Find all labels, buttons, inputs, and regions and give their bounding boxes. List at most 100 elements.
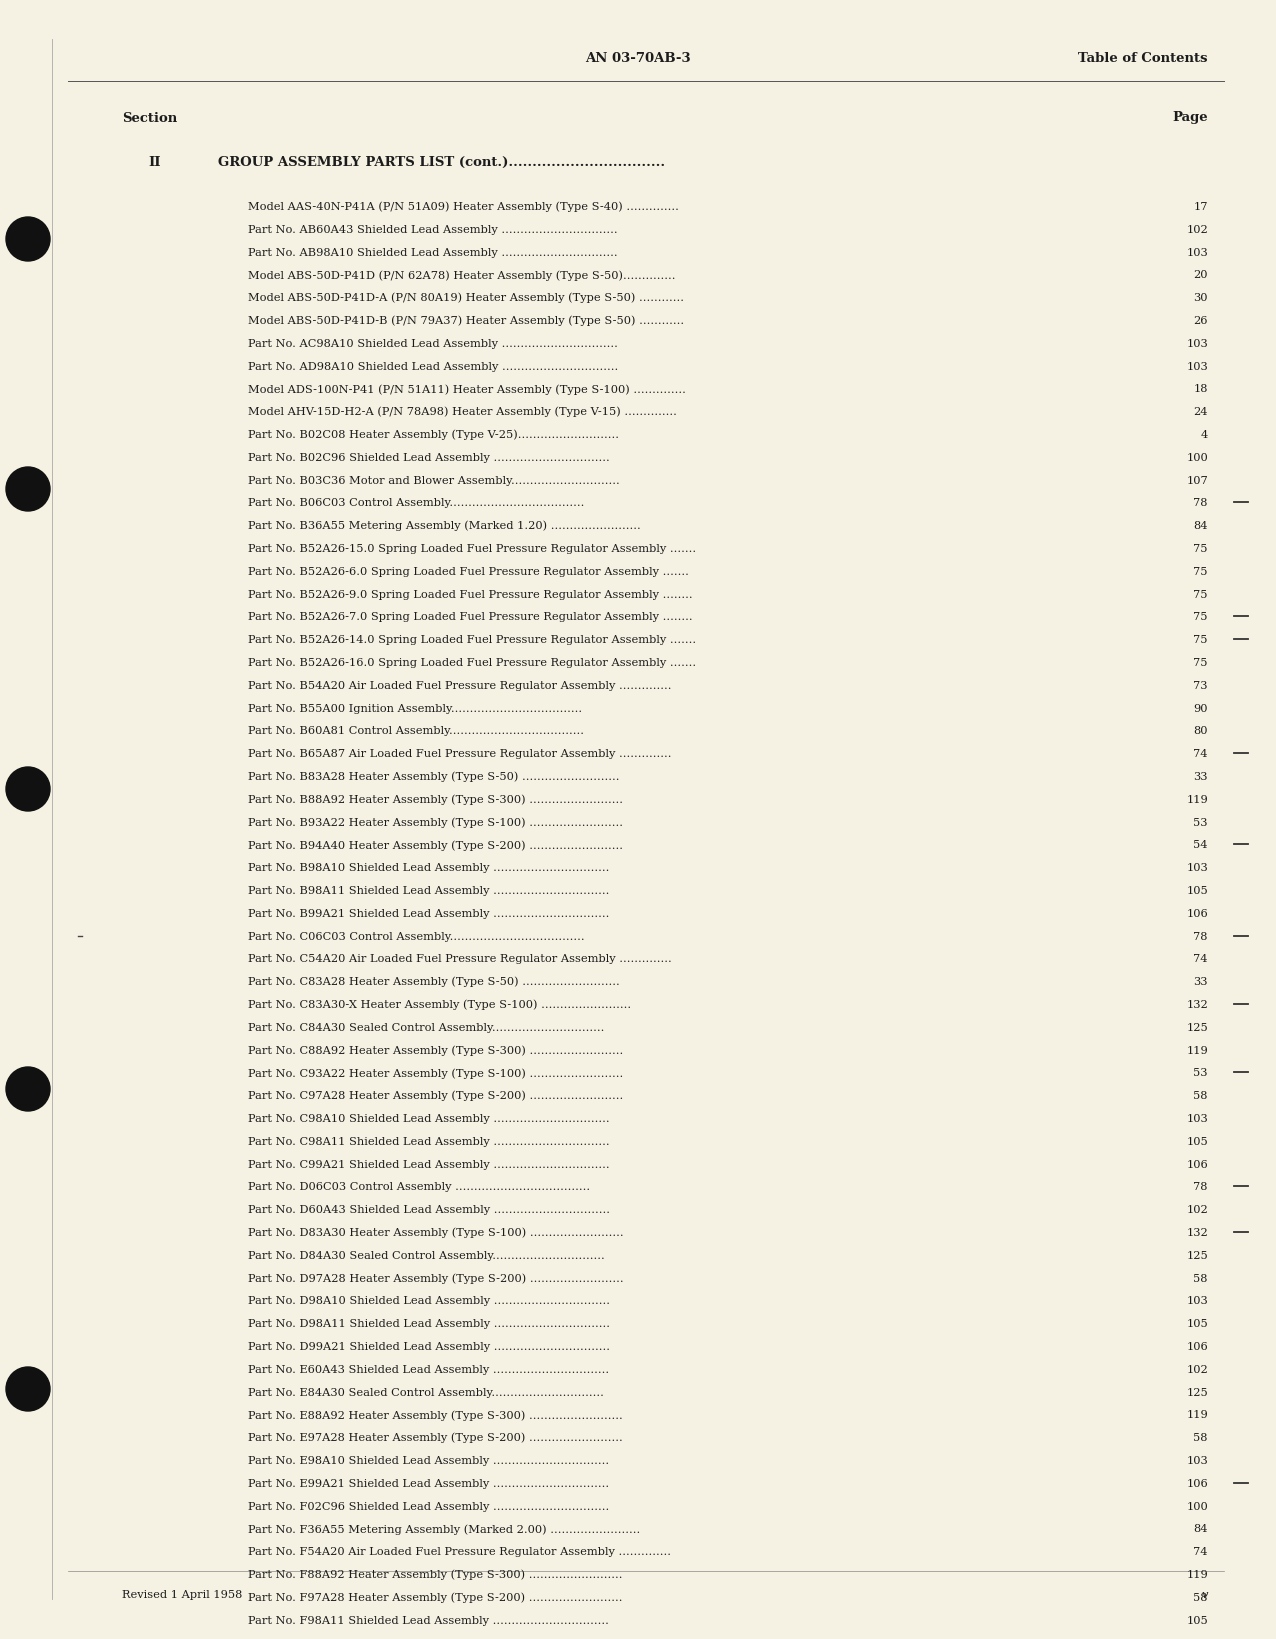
- Text: Model ABS-50D-P41D (P/N 62A78) Heater Assembly (Type S-50)..............: Model ABS-50D-P41D (P/N 62A78) Heater As…: [248, 270, 675, 280]
- Text: Revised 1 April 1958: Revised 1 April 1958: [122, 1590, 242, 1600]
- Text: Part No. E88A92 Heater Assembly (Type S-300) .........................: Part No. E88A92 Heater Assembly (Type S-…: [248, 1410, 623, 1419]
- Text: Part No. B99A21 Shielded Lead Assembly ...............................: Part No. B99A21 Shielded Lead Assembly .…: [248, 908, 610, 918]
- Text: GROUP ASSEMBLY PARTS LIST (cont.).................................: GROUP ASSEMBLY PARTS LIST (cont.).......…: [218, 156, 665, 169]
- Text: 105: 105: [1187, 1614, 1208, 1624]
- Text: 84: 84: [1193, 1524, 1208, 1534]
- Text: Part No. C93A22 Heater Assembly (Type S-100) .........................: Part No. C93A22 Heater Assembly (Type S-…: [248, 1067, 623, 1078]
- Text: Part No. B52A26-15.0 Spring Loaded Fuel Pressure Regulator Assembly .......: Part No. B52A26-15.0 Spring Loaded Fuel …: [248, 544, 697, 554]
- Text: Part No. B06C03 Control Assembly....................................: Part No. B06C03 Control Assembly........…: [248, 498, 584, 508]
- Text: Part No. D99A21 Shielded Lead Assembly ...............................: Part No. D99A21 Shielded Lead Assembly .…: [248, 1341, 610, 1351]
- Text: 103: 103: [1187, 862, 1208, 872]
- Text: 53: 53: [1193, 1067, 1208, 1078]
- Text: Part No. AC98A10 Shielded Lead Assembly ...............................: Part No. AC98A10 Shielded Lead Assembly …: [248, 339, 618, 349]
- Text: Part No. B98A11 Shielded Lead Assembly ...............................: Part No. B98A11 Shielded Lead Assembly .…: [248, 885, 610, 895]
- Text: 58: 58: [1193, 1090, 1208, 1100]
- Text: Model ADS-100N-P41 (P/N 51A11) Heater Assembly (Type S-100) ..............: Model ADS-100N-P41 (P/N 51A11) Heater As…: [248, 384, 686, 395]
- Text: Part No. D60A43 Shielded Lead Assembly ...............................: Part No. D60A43 Shielded Lead Assembly .…: [248, 1205, 610, 1214]
- Text: 103: 103: [1187, 1295, 1208, 1306]
- Text: Part No. B60A81 Control Assembly....................................: Part No. B60A81 Control Assembly........…: [248, 726, 584, 736]
- Text: Part No. C54A20 Air Loaded Fuel Pressure Regulator Assembly ..............: Part No. C54A20 Air Loaded Fuel Pressure…: [248, 954, 671, 964]
- Text: 74: 74: [1193, 1546, 1208, 1557]
- Text: Part No. B02C96 Shielded Lead Assembly ...............................: Part No. B02C96 Shielded Lead Assembly .…: [248, 452, 610, 462]
- Text: Model ABS-50D-P41D-B (P/N 79A37) Heater Assembly (Type S-50) ............: Model ABS-50D-P41D-B (P/N 79A37) Heater …: [248, 316, 684, 326]
- Text: 106: 106: [1187, 1341, 1208, 1351]
- Text: 103: 103: [1187, 247, 1208, 257]
- Text: Part No. AB60A43 Shielded Lead Assembly ...............................: Part No. AB60A43 Shielded Lead Assembly …: [248, 225, 618, 234]
- Text: Part No. C83A28 Heater Assembly (Type S-50) ..........................: Part No. C83A28 Heater Assembly (Type S-…: [248, 977, 620, 987]
- Text: Part No. B52A26-6.0 Spring Loaded Fuel Pressure Regulator Assembly .......: Part No. B52A26-6.0 Spring Loaded Fuel P…: [248, 567, 689, 577]
- Text: 103: 103: [1187, 361, 1208, 372]
- Text: 84: 84: [1193, 521, 1208, 531]
- Text: 105: 105: [1187, 1136, 1208, 1146]
- Text: 78: 78: [1193, 498, 1208, 508]
- Text: Part No. E99A21 Shielded Lead Assembly ...............................: Part No. E99A21 Shielded Lead Assembly .…: [248, 1478, 609, 1488]
- Text: 90: 90: [1193, 703, 1208, 713]
- Text: Part No. B93A22 Heater Assembly (Type S-100) .........................: Part No. B93A22 Heater Assembly (Type S-…: [248, 816, 623, 828]
- Text: Part No. C06C03 Control Assembly....................................: Part No. C06C03 Control Assembly........…: [248, 931, 584, 941]
- Text: 103: 103: [1187, 339, 1208, 349]
- Text: Part No. C98A11 Shielded Lead Assembly ...............................: Part No. C98A11 Shielded Lead Assembly .…: [248, 1136, 610, 1146]
- Text: 106: 106: [1187, 1478, 1208, 1488]
- Text: Part No. F54A20 Air Loaded Fuel Pressure Regulator Assembly ..............: Part No. F54A20 Air Loaded Fuel Pressure…: [248, 1546, 671, 1557]
- Text: 125: 125: [1187, 1023, 1208, 1033]
- Text: Part No. F98A11 Shielded Lead Assembly ...............................: Part No. F98A11 Shielded Lead Assembly .…: [248, 1614, 609, 1624]
- Text: 78: 78: [1193, 1182, 1208, 1192]
- Text: Table of Contents: Table of Contents: [1078, 51, 1208, 64]
- Text: 102: 102: [1187, 1205, 1208, 1214]
- Text: Part No. F97A28 Heater Assembly (Type S-200) .........................: Part No. F97A28 Heater Assembly (Type S-…: [248, 1591, 623, 1601]
- Text: Model AAS-40N-P41A (P/N 51A09) Heater Assembly (Type S-40) ..............: Model AAS-40N-P41A (P/N 51A09) Heater As…: [248, 202, 679, 211]
- Circle shape: [6, 1367, 50, 1411]
- Text: Part No. B55A00 Ignition Assembly...................................: Part No. B55A00 Ignition Assembly.......…: [248, 703, 582, 713]
- Text: 107: 107: [1187, 475, 1208, 485]
- Circle shape: [6, 1067, 50, 1111]
- Text: 125: 125: [1187, 1387, 1208, 1396]
- Text: Part No. C99A21 Shielded Lead Assembly ...............................: Part No. C99A21 Shielded Lead Assembly .…: [248, 1159, 610, 1169]
- Text: Part No. D06C03 Control Assembly ....................................: Part No. D06C03 Control Assembly .......…: [248, 1182, 590, 1192]
- Text: Section: Section: [122, 111, 177, 125]
- Text: 18: 18: [1193, 384, 1208, 393]
- Text: Part No. C84A30 Sealed Control Assembly..............................: Part No. C84A30 Sealed Control Assembly.…: [248, 1023, 605, 1033]
- Text: Part No. B52A26-9.0 Spring Loaded Fuel Pressure Regulator Assembly ........: Part No. B52A26-9.0 Spring Loaded Fuel P…: [248, 590, 693, 600]
- Text: 119: 119: [1187, 1410, 1208, 1419]
- Text: 53: 53: [1193, 818, 1208, 828]
- Text: Part No. B52A26-16.0 Spring Loaded Fuel Pressure Regulator Assembly .......: Part No. B52A26-16.0 Spring Loaded Fuel …: [248, 657, 697, 667]
- Text: Part No. B36A55 Metering Assembly (Marked 1.20) ........................: Part No. B36A55 Metering Assembly (Marke…: [248, 521, 641, 531]
- Text: Part No. E98A10 Shielded Lead Assembly ...............................: Part No. E98A10 Shielded Lead Assembly .…: [248, 1455, 609, 1465]
- Text: Part No. B52A26-7.0 Spring Loaded Fuel Pressure Regulator Assembly ........: Part No. B52A26-7.0 Spring Loaded Fuel P…: [248, 611, 693, 623]
- Text: Part No. D83A30 Heater Assembly (Type S-100) .........................: Part No. D83A30 Heater Assembly (Type S-…: [248, 1228, 624, 1237]
- Text: v: v: [1202, 1590, 1208, 1600]
- Text: 100: 100: [1187, 452, 1208, 462]
- Text: 105: 105: [1187, 885, 1208, 895]
- Text: 75: 75: [1193, 611, 1208, 623]
- Text: 24: 24: [1193, 406, 1208, 416]
- Text: II: II: [148, 156, 161, 169]
- Text: Part No. B03C36 Motor and Blower Assembly.............................: Part No. B03C36 Motor and Blower Assembl…: [248, 475, 620, 485]
- Text: 78: 78: [1193, 931, 1208, 941]
- Text: 119: 119: [1187, 1046, 1208, 1056]
- Text: Model ABS-50D-P41D-A (P/N 80A19) Heater Assembly (Type S-50) ............: Model ABS-50D-P41D-A (P/N 80A19) Heater …: [248, 293, 684, 303]
- Text: Part No. C97A28 Heater Assembly (Type S-200) .........................: Part No. C97A28 Heater Assembly (Type S-…: [248, 1090, 623, 1101]
- Text: 75: 75: [1193, 657, 1208, 667]
- Text: Part No. B94A40 Heater Assembly (Type S-200) .........................: Part No. B94A40 Heater Assembly (Type S-…: [248, 839, 623, 851]
- Text: 102: 102: [1187, 225, 1208, 234]
- Text: 100: 100: [1187, 1501, 1208, 1511]
- Text: 26: 26: [1193, 316, 1208, 326]
- Text: 33: 33: [1193, 977, 1208, 987]
- Text: 74: 74: [1193, 749, 1208, 759]
- Text: Part No. B83A28 Heater Assembly (Type S-50) ..........................: Part No. B83A28 Heater Assembly (Type S-…: [248, 772, 620, 782]
- Text: 75: 75: [1193, 544, 1208, 554]
- Text: 105: 105: [1187, 1318, 1208, 1328]
- Text: 132: 132: [1187, 1000, 1208, 1010]
- Text: 106: 106: [1187, 908, 1208, 918]
- Text: 4: 4: [1201, 429, 1208, 439]
- Circle shape: [6, 767, 50, 811]
- Text: Part No. B98A10 Shielded Lead Assembly ...............................: Part No. B98A10 Shielded Lead Assembly .…: [248, 862, 610, 872]
- Text: 103: 103: [1187, 1113, 1208, 1123]
- Text: 125: 125: [1187, 1251, 1208, 1260]
- Text: Part No. C88A92 Heater Assembly (Type S-300) .........................: Part No. C88A92 Heater Assembly (Type S-…: [248, 1044, 623, 1056]
- Text: Part No. B88A92 Heater Assembly (Type S-300) .........................: Part No. B88A92 Heater Assembly (Type S-…: [248, 793, 623, 805]
- Text: 75: 75: [1193, 590, 1208, 600]
- Text: 102: 102: [1187, 1364, 1208, 1373]
- Text: 80: 80: [1193, 726, 1208, 736]
- Text: 20: 20: [1193, 270, 1208, 280]
